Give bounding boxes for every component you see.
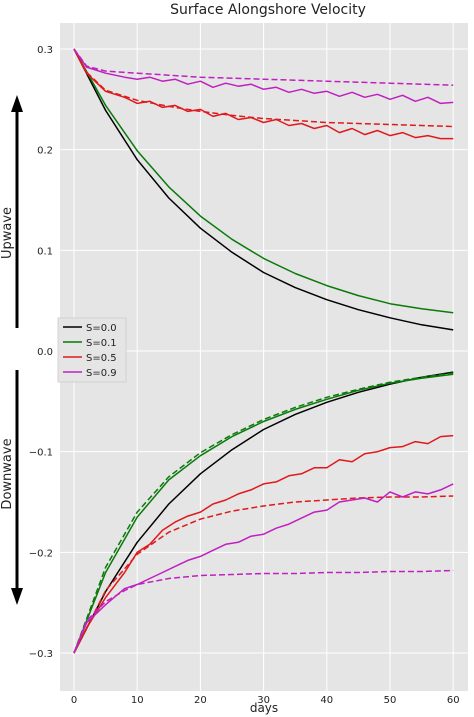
legend-label-s00: S=0.0 — [86, 323, 117, 334]
y-tick-label-6: −0.3 — [29, 649, 53, 660]
y-tick-labels: 0.3 0.2 0.1 0.0 −0.1 −0.2 −0.3 — [29, 45, 53, 660]
upwave-indicator: Upwave — [0, 95, 23, 328]
x-tick-label-3: 30 — [257, 695, 270, 706]
downwave-label: Downwave — [0, 438, 15, 509]
x-tick-label-5: 50 — [384, 695, 397, 706]
x-tick-label-6: 60 — [447, 695, 460, 706]
x-tick-label-4: 40 — [320, 695, 333, 706]
y-tick-label-3: 0.0 — [37, 347, 53, 358]
series-lines — [73, 48, 454, 654]
series-line-upwave-4 — [73, 48, 454, 86]
legend: S=0.0 S=0.1 S=0.5 S=0.9 — [57, 317, 127, 383]
y-tick-label-4: −0.1 — [29, 448, 53, 459]
legend-label-s01: S=0.1 — [86, 338, 117, 349]
y-tick-label-1: 0.2 — [37, 146, 53, 157]
x-tick-labels: 0 10 20 30 40 50 60 — [71, 695, 460, 706]
series-line-upwave-5 — [73, 48, 454, 105]
series-line-downwave-12 — [73, 483, 454, 654]
series-line-upwave-2 — [73, 48, 454, 128]
downwave-indicator: Downwave — [0, 370, 23, 605]
x-tick-label-0: 0 — [71, 695, 77, 706]
legend-label-s05: S=0.5 — [86, 353, 117, 364]
series-line-downwave-6 — [73, 371, 454, 654]
series-line-upwave-3 — [73, 48, 454, 140]
series-line-downwave-8 — [73, 373, 454, 654]
series-line-upwave-0 — [73, 48, 454, 331]
series-line-downwave-10 — [73, 434, 454, 654]
y-tick-label-2: 0.1 — [37, 246, 53, 257]
series-line-downwave-7 — [73, 372, 454, 654]
upwave-arrow-head — [11, 95, 23, 112]
legend-box — [57, 317, 127, 383]
grid-lines — [60, 23, 468, 691]
downwave-arrow-head — [11, 588, 23, 605]
y-tick-label-0: 0.3 — [37, 45, 53, 56]
upwave-label: Upwave — [0, 207, 15, 259]
series-line-downwave-9 — [73, 495, 454, 654]
x-tick-label-1: 10 — [131, 695, 144, 706]
series-line-downwave-11 — [73, 569, 454, 654]
y-tick-label-5: −0.2 — [29, 548, 53, 559]
x-axis-label: days — [250, 701, 278, 715]
legend-label-s09: S=0.9 — [86, 368, 117, 379]
x-tick-label-2: 20 — [194, 695, 207, 706]
series-line-upwave-1 — [73, 48, 454, 314]
chart-title: Surface Alongshore Velocity — [170, 2, 366, 18]
